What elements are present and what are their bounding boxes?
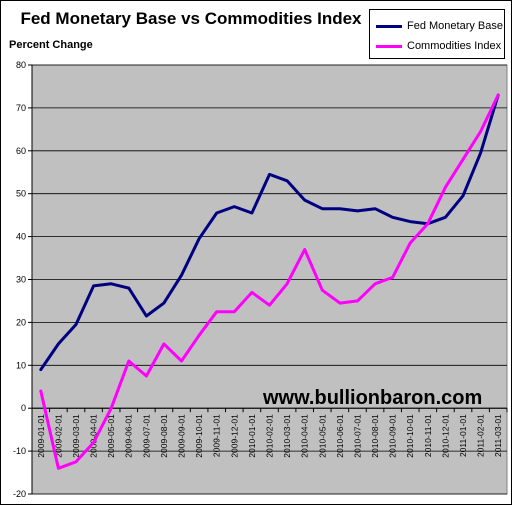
x-tick-label: 2009-05-01 [106, 414, 116, 458]
x-tick-label: 2010-10-01 [405, 414, 415, 458]
legend-label: Commodities Index [407, 40, 502, 52]
x-tick-label: 2010-04-01 [300, 414, 310, 458]
x-tick-label: 2010-02-01 [265, 414, 275, 458]
y-tick-label: -10 [13, 446, 26, 456]
y-tick-label: 80 [16, 60, 26, 70]
legend-item-fed-monetary-base: Fed Monetary Base [376, 18, 503, 34]
x-tick-label: 2009-06-01 [124, 414, 134, 458]
x-tick-label: 2009-01-01 [36, 414, 46, 458]
legend: Fed Monetary Base Commodities Index [369, 9, 505, 59]
y-tick-label: 0 [21, 403, 26, 413]
y-tick-label: 20 [16, 317, 26, 327]
x-tick-label: 2010-11-01 [423, 414, 433, 457]
legend-swatch-commodities-index [376, 44, 402, 48]
x-tick-label: 2010-06-01 [335, 414, 345, 458]
series-line-commodities-index [39, 93, 500, 470]
x-tick-label: 2009-03-01 [71, 414, 81, 458]
x-tick-label: 2009-10-01 [194, 414, 204, 458]
x-tick-label: 2010-01-01 [247, 414, 257, 458]
x-tick-label: 2010-09-01 [388, 414, 398, 458]
x-tick-label: 2009-11-01 [212, 414, 222, 457]
y-tick-label: 70 [16, 103, 26, 113]
x-tick-label: 2010-03-01 [282, 414, 292, 458]
legend-item-commodities-index: Commodities Index [376, 38, 501, 54]
x-tick-label: 2010-12-01 [440, 414, 450, 458]
x-tick-label: 2011-02-01 [476, 414, 486, 457]
x-tick-label: 2009-08-01 [159, 414, 169, 458]
y-tick-label: 50 [16, 189, 26, 199]
legend-swatch-fed-monetary-base [376, 24, 402, 28]
x-tick-label: 2011-03-01 [493, 414, 503, 457]
y-tick-label: 10 [16, 360, 26, 370]
x-tick-label: 2009-12-01 [229, 414, 239, 458]
chart-title: Fed Monetary Base vs Commodities Index [20, 9, 362, 28]
x-tick-label: 2010-08-01 [370, 414, 380, 458]
x-tick-label: 2009-04-01 [89, 414, 99, 458]
series-line-fed-monetary-base [39, 93, 500, 372]
watermark: www.bullionbaron.com [263, 387, 483, 409]
x-tick-label: 2011-01-01 [458, 414, 468, 457]
y-tick-label: -20 [13, 489, 26, 499]
x-tick-label: 2009-07-01 [141, 414, 151, 458]
x-tick-label: 2009-09-01 [177, 414, 187, 458]
x-tick-label: 2010-07-01 [352, 414, 362, 458]
x-tick-label: 2009-02-01 [53, 414, 63, 458]
y-tick-label: 30 [16, 275, 26, 285]
y-tick-label: 40 [16, 232, 26, 242]
y-axis-title: Percent Change [9, 39, 93, 51]
y-tick-label: 60 [16, 146, 26, 156]
legend-label: Fed Monetary Base [407, 20, 503, 32]
x-tick-label: 2010-05-01 [317, 414, 327, 458]
